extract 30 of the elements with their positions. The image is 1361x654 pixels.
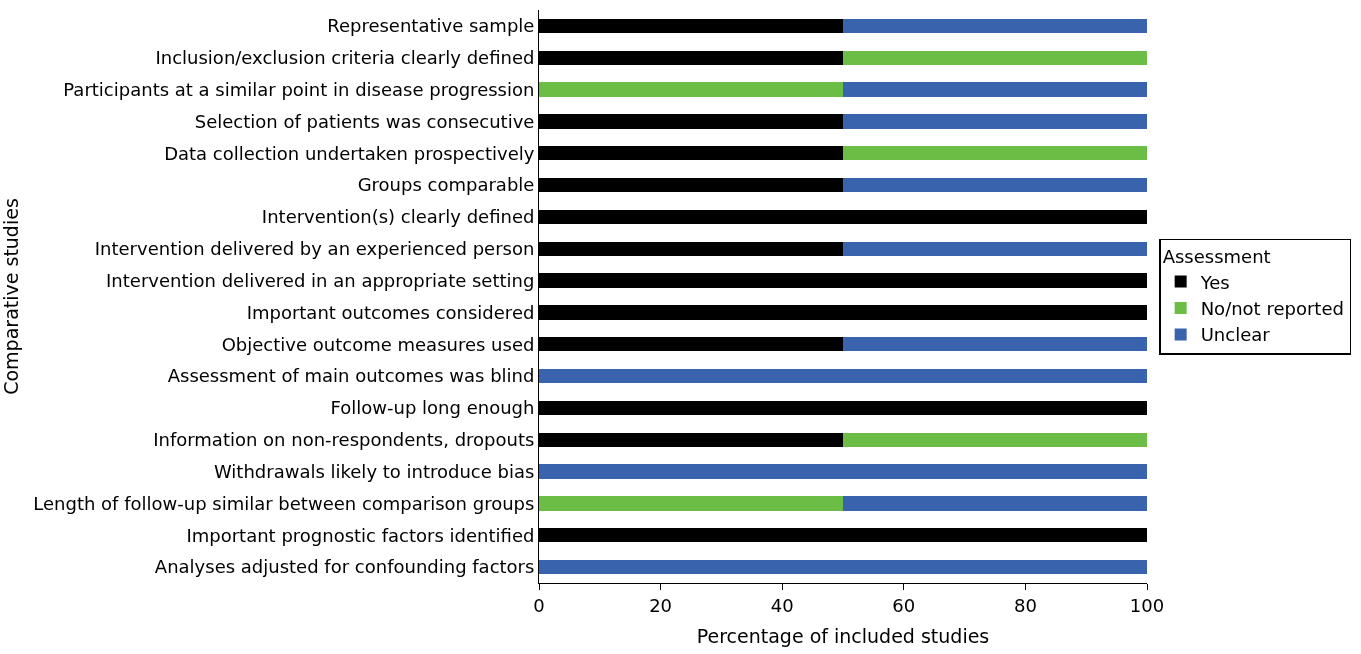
y-tick-label: Data collection undertaken prospectively — [164, 142, 535, 164]
y-tick-label: Information on non-respondents, dropouts — [153, 429, 535, 451]
y-tick-label: Length of follow-up similar between comparison groups — [33, 492, 535, 514]
y-tick-label: Important outcomes considered — [246, 301, 535, 323]
y-tick-label: Withdrawals likely to introduce bias — [213, 460, 535, 482]
y-axis-title: Comparative studies — [0, 198, 22, 395]
x-tick-label: 40 — [770, 594, 794, 616]
y-tick-label: Participants at a similar point in disease progression — [63, 78, 535, 100]
y-tick-label: Objective outcome measures used — [221, 333, 535, 355]
y-tick-label: Important prognostic factors identified — [186, 524, 535, 546]
x-tick-label: 100 — [1129, 594, 1165, 616]
y-tick-label: Selection of patients was consecutive — [194, 110, 535, 132]
y-tick-label: Analyses adjusted for confounding factors — [154, 556, 535, 578]
x-axis-title: Percentage of included studies — [696, 625, 990, 648]
legend-label: Unclear — [1200, 324, 1271, 346]
y-tick-label: Follow-up long enough — [330, 397, 535, 419]
x-tick-label: 20 — [649, 594, 673, 616]
legend-title: Assessment — [1162, 246, 1271, 268]
y-tick-label: Groups comparable — [357, 174, 535, 196]
y-tick-label: Intervention delivered in an appropriate setting — [106, 269, 535, 291]
y-tick-label: Intervention(s) clearly defined — [261, 206, 535, 228]
legend-label: No/not reported — [1200, 298, 1344, 320]
y-tick-label: Representative sample — [327, 15, 535, 37]
y-tick-label: Inclusion/exclusion criteria clearly defined — [155, 47, 535, 69]
y-tick-label: Assessment of main outcomes was blind — [167, 365, 535, 387]
x-tick-label: 0 — [533, 594, 545, 616]
x-tick-label: 60 — [892, 594, 916, 616]
legend-label: Yes — [1199, 271, 1230, 293]
y-tick-label: Intervention delivered by an experienced person — [94, 238, 535, 260]
x-tick-label: 80 — [1013, 594, 1037, 616]
